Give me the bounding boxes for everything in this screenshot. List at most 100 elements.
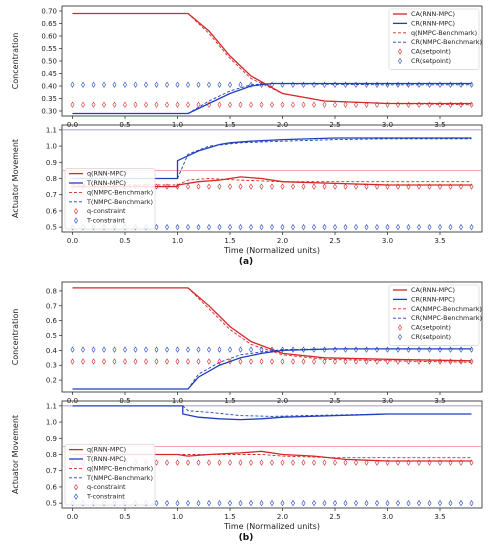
y-tick-label: 1.1 xyxy=(46,402,57,410)
y-tick-label: 0.45 xyxy=(41,70,57,78)
marker-point xyxy=(375,358,379,365)
marker-point xyxy=(385,499,390,507)
marker-point xyxy=(217,358,222,365)
y-tick-label: 0.5 xyxy=(46,500,57,508)
legend-marker xyxy=(398,324,402,331)
marker-point xyxy=(291,346,295,353)
legend-entry: q(NMPC-Benchmark) xyxy=(411,29,477,37)
marker-point xyxy=(217,459,222,466)
marker-point xyxy=(448,183,453,190)
marker-point xyxy=(154,223,159,231)
marker-point xyxy=(291,223,295,231)
legend-entry: CR(NMPC-Benchmark) xyxy=(411,314,482,322)
x-tick-label: 2.0 xyxy=(277,237,288,245)
marker-point xyxy=(469,183,474,190)
marker-point xyxy=(207,81,211,88)
legend-entry: CA(RNN-MPC) xyxy=(411,10,455,18)
marker-point xyxy=(154,459,159,466)
marker-point xyxy=(333,81,337,88)
marker-point xyxy=(427,81,432,88)
marker-point xyxy=(81,358,85,365)
legend-entry: CR(RNN-MPC) xyxy=(411,295,455,303)
marker-point xyxy=(207,499,211,507)
marker-point xyxy=(469,358,474,365)
y-tick-label: 1.1 xyxy=(46,126,57,134)
marker-point xyxy=(333,459,337,466)
marker-point xyxy=(217,223,222,231)
marker-point xyxy=(238,81,243,88)
marker-point xyxy=(280,358,285,365)
marker-point xyxy=(123,81,127,88)
x-tick-label: 2.0 xyxy=(277,513,288,521)
marker-point xyxy=(343,101,348,108)
marker-point xyxy=(375,223,379,231)
marker-point xyxy=(385,346,390,353)
marker-point xyxy=(448,101,453,108)
legend-marker xyxy=(398,57,402,65)
marker-point xyxy=(312,223,316,231)
marker-point xyxy=(375,183,379,190)
marker-point xyxy=(364,499,369,507)
marker-point xyxy=(438,183,442,190)
marker-point xyxy=(417,183,421,190)
marker-point xyxy=(301,223,306,231)
marker-point xyxy=(333,346,337,353)
marker-point xyxy=(154,183,159,190)
marker-point xyxy=(322,499,327,507)
marker-point xyxy=(312,101,316,108)
marker-point xyxy=(249,346,253,353)
marker-point xyxy=(196,459,201,466)
marker-point xyxy=(238,101,243,108)
marker-point xyxy=(133,101,138,108)
x-axis-label: Time (Normalized units) xyxy=(223,522,320,531)
y-axis-label: Concentration xyxy=(11,33,20,90)
marker-point xyxy=(238,183,243,190)
marker-point xyxy=(364,358,369,365)
marker-point xyxy=(196,183,201,190)
marker-point xyxy=(291,499,295,507)
series-line xyxy=(72,137,472,180)
marker-point xyxy=(427,183,432,190)
marker-point xyxy=(280,81,285,88)
marker-point xyxy=(102,346,106,353)
marker-point xyxy=(343,499,348,507)
marker-point xyxy=(417,459,421,466)
marker-point xyxy=(249,459,253,466)
y-tick-label: 0.8 xyxy=(46,451,57,459)
marker-point xyxy=(259,81,264,88)
marker-point xyxy=(364,223,369,231)
y-tick-label: 0.70 xyxy=(41,8,57,16)
marker-point xyxy=(165,358,169,365)
marker-point xyxy=(102,358,106,365)
y-tick-label: 0.2 xyxy=(46,377,57,385)
marker-point xyxy=(396,358,400,365)
marker-point xyxy=(112,81,117,88)
marker-point xyxy=(186,183,190,190)
marker-point xyxy=(112,346,117,353)
marker-point xyxy=(259,101,264,108)
y-tick-label: 0.5 xyxy=(46,332,57,340)
series-line xyxy=(72,405,472,417)
marker-point xyxy=(343,358,348,365)
legend-entry: T(RNN-MPC) xyxy=(86,455,126,463)
marker-point xyxy=(354,499,358,507)
marker-point xyxy=(123,346,127,353)
marker-point xyxy=(123,101,127,108)
marker-point xyxy=(312,81,316,88)
marker-point xyxy=(291,101,295,108)
marker-point xyxy=(459,346,463,353)
marker-point xyxy=(333,183,337,190)
legend-entry: T-constraint xyxy=(86,493,125,501)
marker-point xyxy=(406,223,411,231)
marker-point xyxy=(417,101,421,108)
marker-point xyxy=(396,183,400,190)
marker-point xyxy=(154,101,159,108)
marker-point xyxy=(238,459,243,466)
marker-point xyxy=(406,358,411,365)
marker-point xyxy=(280,183,285,190)
marker-point xyxy=(459,223,463,231)
x-tick-label: 1.5 xyxy=(224,237,235,245)
legend-entry: T(RNN-MPC) xyxy=(86,179,126,187)
plot-area xyxy=(70,12,474,115)
marker-point xyxy=(469,101,474,108)
